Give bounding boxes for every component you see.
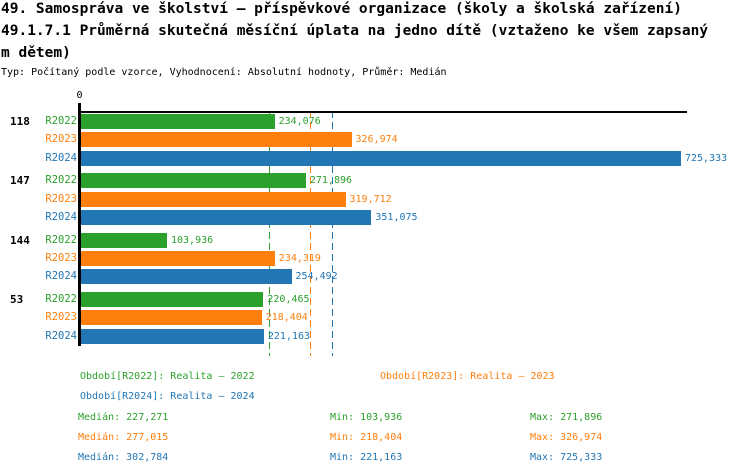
bar-value-label: 254,492 — [295, 271, 338, 283]
stat-median-r2024: Medián: 302,784 — [78, 452, 169, 463]
report-title-line3: m dětem) — [1, 45, 71, 61]
bar-118-r2022 — [81, 114, 275, 129]
group-label-147: 147 — [10, 174, 30, 188]
bar-value-label: 351,075 — [375, 212, 418, 224]
stat-min-r2023: Min: 218,404 — [330, 432, 403, 443]
median-gridline-r2022 — [269, 111, 270, 356]
bar-value-label: 220,465 — [267, 293, 310, 305]
bar-value-label: 218,404 — [265, 312, 308, 324]
series-label-r2023: R2023 — [45, 311, 77, 324]
axis-origin-label: 0 — [76, 90, 83, 101]
bar-value-label: 103,936 — [171, 234, 214, 246]
series-label-r2024: R2024 — [45, 329, 77, 342]
bar-53-r2022 — [81, 291, 264, 307]
legend-item-r2024: Období[R2024]: Realita – 2024 — [80, 391, 255, 402]
stat-median-r2023: Medián: 277,015 — [78, 432, 169, 443]
series-label-r2023: R2023 — [45, 192, 77, 205]
stat-median-r2022: Medián: 227,271 — [78, 412, 169, 423]
series-label-r2024: R2024 — [45, 211, 77, 224]
bar-147-r2024 — [81, 210, 372, 226]
series-label-r2022: R2022 — [45, 233, 77, 246]
stat-min-r2022: Min: 103,936 — [330, 412, 403, 423]
bar-118-r2024 — [81, 150, 681, 166]
series-label-r2023: R2023 — [45, 133, 77, 146]
median-gridline-r2024 — [331, 111, 333, 356]
group-label-118: 118 — [10, 115, 30, 128]
series-label-r2022: R2022 — [45, 174, 77, 187]
bar-value-label: 234,319 — [278, 253, 321, 264]
bar-144-r2023 — [81, 251, 275, 266]
bar-value-label: 271,896 — [309, 175, 353, 187]
bar-value-label: 234,076 — [278, 116, 321, 127]
series-label-r2022: R2022 — [45, 115, 77, 127]
stat-max-r2023: Max: 326,974 — [530, 432, 603, 443]
legend-item-r2022: Období[R2022]: Realita – 2022 — [80, 371, 255, 382]
series-label-r2022: R2022 — [45, 292, 77, 305]
series-label-r2024: R2024 — [45, 270, 77, 283]
bar-53-r2023 — [81, 310, 262, 326]
bar-144-r2022 — [81, 232, 167, 248]
bar-value-label: 319,712 — [349, 193, 392, 205]
group-label-53: 53 — [10, 292, 24, 306]
group-label-144: 144 — [10, 233, 30, 247]
bar-53-r2024 — [81, 328, 264, 344]
stat-min-r2024: Min: 221,163 — [330, 452, 403, 463]
legend-item-r2023: Období[R2023]: Realita – 2023 — [380, 371, 555, 382]
series-label-r2024: R2024 — [45, 151, 77, 164]
median-gridline-r2023 — [310, 111, 312, 356]
bar-144-r2024 — [81, 269, 292, 285]
report-title-line2: 49.1.7.1 Průměrná skutečná měsíční úplat… — [1, 23, 709, 39]
bar-value-label: 725,333 — [685, 152, 728, 164]
stat-max-r2024: Max: 725,333 — [530, 452, 603, 463]
series-label-r2023: R2023 — [45, 252, 77, 264]
bar-value-label: 326,974 — [355, 134, 398, 146]
x-axis-line — [78, 111, 687, 113]
bar-118-r2023 — [81, 132, 352, 148]
bar-147-r2022 — [81, 173, 306, 189]
report-subtitle: Typ: Počítaný podle vzorce, Vyhodnocení:… — [1, 67, 447, 78]
bar-147-r2023 — [81, 191, 346, 207]
bar-value-label: 221,163 — [267, 330, 311, 342]
report-title-line1: 49. Samospráva ve školství – příspěvkové… — [1, 1, 682, 17]
stat-max-r2022: Max: 271,896 — [530, 412, 603, 423]
y-axis-line — [78, 103, 81, 346]
